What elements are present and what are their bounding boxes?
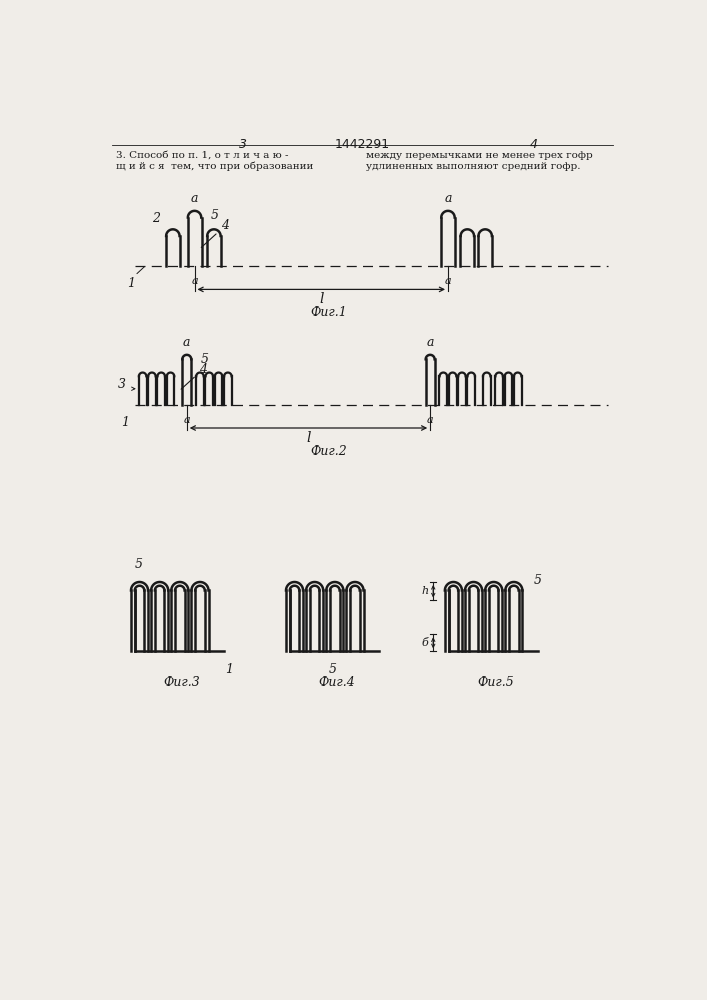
Text: a: a	[184, 415, 190, 425]
Text: 5: 5	[201, 353, 209, 366]
Text: a: a	[191, 276, 198, 286]
Text: l: l	[306, 431, 310, 445]
Text: 1442291: 1442291	[334, 138, 390, 151]
Text: 4: 4	[530, 138, 538, 151]
Text: a: a	[426, 336, 434, 349]
Text: l: l	[319, 292, 324, 306]
Text: 5: 5	[211, 209, 219, 222]
Text: 1: 1	[127, 277, 135, 290]
Text: Фиг.3: Фиг.3	[163, 676, 200, 689]
Text: 3: 3	[117, 378, 126, 391]
Text: Фиг.4: Фиг.4	[318, 676, 355, 689]
Text: щ и й с я  тем, что при образовании: щ и й с я тем, что при образовании	[115, 162, 313, 171]
Text: 4: 4	[181, 363, 207, 389]
Text: a: a	[445, 276, 451, 286]
Text: 4: 4	[201, 219, 229, 247]
Text: удлиненных выполняют средний гофр.: удлиненных выполняют средний гофр.	[366, 162, 580, 171]
Text: между перемычками не менее трех гофр: между перемычками не менее трех гофр	[366, 151, 592, 160]
Text: Фиг.1: Фиг.1	[310, 306, 347, 319]
Text: a: a	[427, 415, 433, 425]
Text: 5: 5	[534, 574, 542, 587]
Text: 1: 1	[225, 663, 233, 676]
Text: Фиг.5: Фиг.5	[477, 676, 513, 689]
Text: б: б	[422, 638, 428, 648]
Text: a: a	[191, 192, 198, 205]
Text: 5: 5	[135, 558, 143, 571]
Text: h: h	[421, 586, 428, 596]
Text: 5: 5	[329, 663, 337, 676]
Text: a: a	[183, 336, 191, 349]
Text: a: a	[444, 192, 452, 205]
Text: 2: 2	[152, 212, 160, 225]
Text: Фиг.2: Фиг.2	[310, 445, 347, 458]
Text: 1: 1	[122, 416, 129, 429]
Text: 3. Способ по п. 1, о т л и ч а ю -: 3. Способ по п. 1, о т л и ч а ю -	[115, 151, 288, 160]
Text: 3: 3	[240, 138, 247, 151]
